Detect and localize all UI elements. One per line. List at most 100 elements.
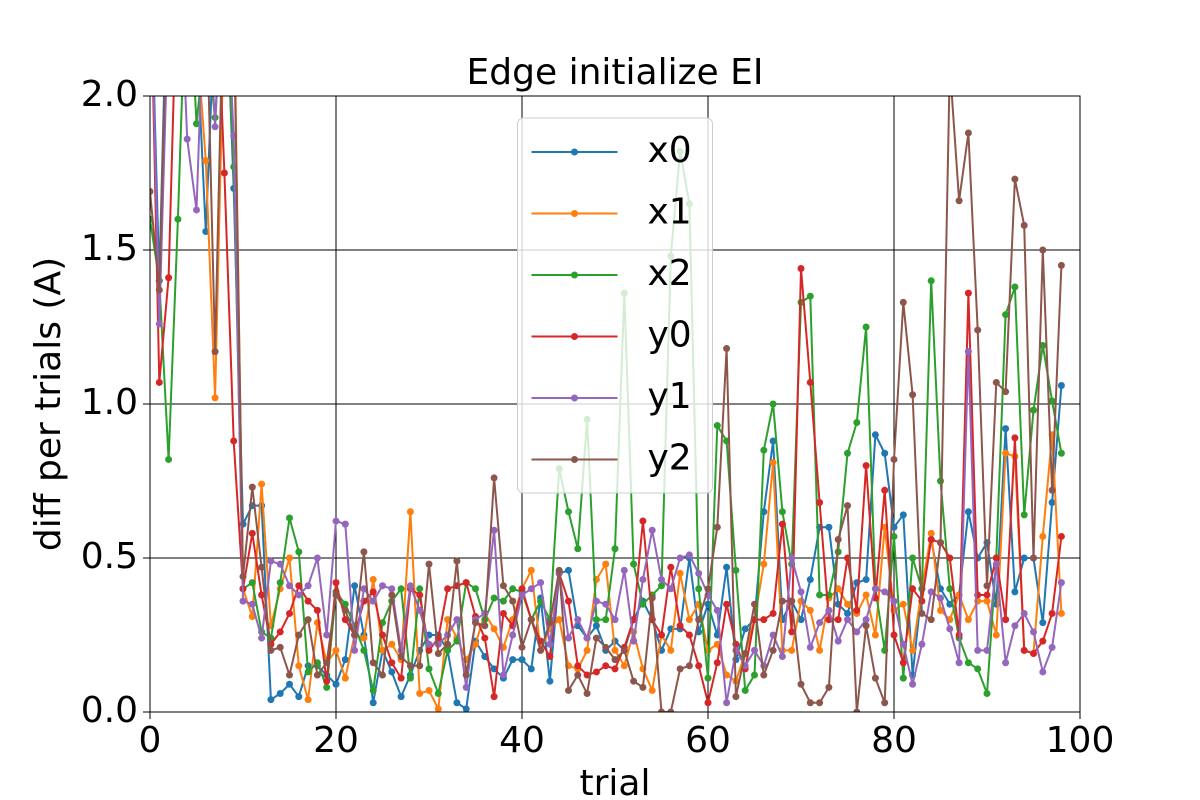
point <box>1039 668 1047 676</box>
point <box>639 576 647 584</box>
point <box>286 554 293 562</box>
point <box>899 298 907 306</box>
point <box>1057 261 1065 269</box>
point <box>844 502 851 510</box>
point <box>397 653 405 661</box>
point <box>620 646 628 654</box>
point <box>974 665 982 673</box>
point <box>1057 449 1065 457</box>
point <box>453 699 461 707</box>
point <box>211 348 219 356</box>
x-tick-label: 100 <box>1046 720 1115 761</box>
point <box>983 582 991 590</box>
point <box>295 582 303 590</box>
point <box>518 656 526 664</box>
point <box>425 640 433 648</box>
point <box>1030 554 1037 562</box>
point <box>751 646 758 654</box>
point <box>639 600 647 608</box>
point <box>844 616 851 624</box>
point <box>685 551 693 559</box>
point <box>267 557 275 565</box>
point <box>341 606 349 614</box>
point <box>397 674 405 682</box>
point <box>937 539 944 547</box>
point <box>937 606 944 614</box>
point <box>927 588 935 596</box>
point <box>592 634 600 642</box>
point <box>212 0 219 7</box>
point <box>983 591 991 599</box>
point <box>816 699 824 707</box>
point <box>937 477 944 485</box>
point <box>490 693 498 701</box>
point <box>797 588 805 596</box>
point <box>602 616 610 624</box>
point <box>639 517 647 525</box>
point <box>1057 609 1065 617</box>
point <box>751 600 758 608</box>
point <box>825 606 833 614</box>
point <box>964 616 972 624</box>
point <box>909 585 917 593</box>
point <box>834 536 842 544</box>
point <box>472 640 479 648</box>
point <box>527 616 535 624</box>
point <box>193 206 200 214</box>
point <box>788 554 796 562</box>
point <box>806 606 814 614</box>
point <box>360 585 368 593</box>
point <box>704 699 712 707</box>
point <box>583 646 591 654</box>
chart-title: Edge initialize EI <box>467 52 764 93</box>
point <box>592 668 600 676</box>
point <box>592 622 600 630</box>
point <box>1002 659 1010 667</box>
point <box>871 631 879 639</box>
point <box>453 557 461 565</box>
point <box>165 0 172 7</box>
y-tick-label: 1.0 <box>81 382 138 423</box>
point <box>369 686 377 694</box>
point <box>444 585 452 593</box>
point <box>769 437 777 445</box>
point <box>741 649 749 657</box>
point <box>165 455 173 463</box>
point <box>360 634 368 642</box>
point <box>1011 622 1019 630</box>
point <box>955 659 963 667</box>
point <box>862 576 870 584</box>
point <box>276 560 284 568</box>
point <box>1039 637 1047 645</box>
point <box>713 606 721 614</box>
legend: x0 x1 x2 y0 y1 y2 <box>517 117 713 494</box>
point <box>1011 588 1019 596</box>
point <box>639 683 647 691</box>
point <box>406 674 414 682</box>
point <box>258 591 266 599</box>
point <box>685 616 693 624</box>
point <box>1039 532 1047 540</box>
point <box>788 628 796 636</box>
point <box>1030 649 1037 657</box>
point <box>574 545 582 553</box>
point <box>546 619 554 627</box>
point <box>676 554 684 562</box>
point <box>258 563 266 571</box>
point <box>592 616 600 624</box>
point <box>862 462 870 470</box>
point <box>834 616 842 624</box>
point <box>992 378 1000 386</box>
point <box>871 585 879 593</box>
x-tick-label: 40 <box>499 720 545 761</box>
x-tick-label: 20 <box>313 720 359 761</box>
point <box>323 683 331 691</box>
point <box>304 668 312 676</box>
point <box>834 585 842 593</box>
point <box>871 674 879 682</box>
point <box>760 616 768 624</box>
point <box>369 588 377 596</box>
point <box>1048 609 1056 617</box>
point <box>150 187 154 195</box>
point <box>193 31 200 38</box>
